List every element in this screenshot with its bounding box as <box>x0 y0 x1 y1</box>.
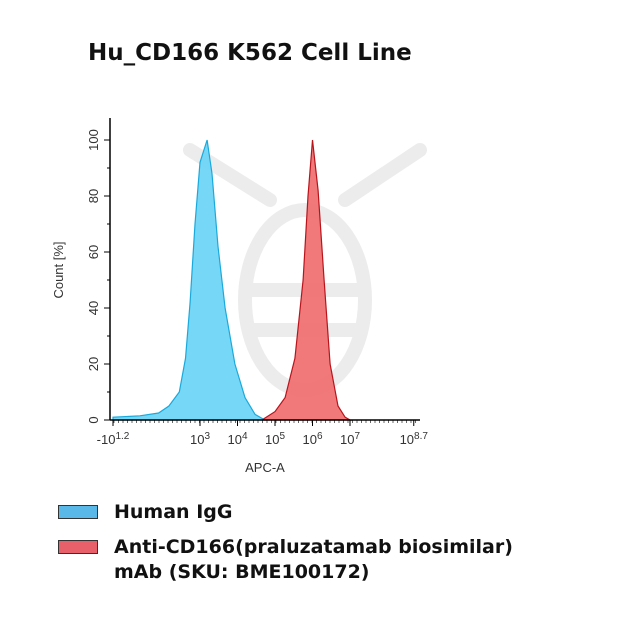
x-tick-label: 108.7 <box>400 431 429 447</box>
x-tick-exponent: 8.7 <box>414 431 428 442</box>
x-tick-label: -101.2 <box>97 431 130 447</box>
legend-item-anti-cd166: Anti-CD166(praluzatamab biosimilar) mAb … <box>58 535 513 585</box>
legend-label: Anti-CD166(praluzatamab biosimilar) <box>114 536 513 558</box>
x-tick-label: 107 <box>340 431 360 447</box>
chart-title: Hu_CD166 K562 Cell Line <box>88 40 412 66</box>
x-tick-label: 105 <box>265 431 285 447</box>
y-tick-label: 100 <box>86 129 101 151</box>
histogram-series-0 <box>112 139 268 421</box>
legend-label: Human IgG <box>114 501 233 523</box>
legend-swatch-red <box>58 540 98 554</box>
legend-item-human-igg: Human IgG <box>58 500 232 525</box>
x-axis-label: APC-A <box>245 460 285 475</box>
x-tick-exponent: 4 <box>242 431 248 442</box>
x-tick-label: 104 <box>227 431 247 447</box>
x-tick-exponent: 5 <box>279 431 285 442</box>
y-tick-label: 20 <box>86 357 101 371</box>
y-tick-label: 40 <box>86 301 101 315</box>
x-tick-exponent: 1.2 <box>115 431 129 442</box>
y-tick-label: 60 <box>86 245 101 259</box>
x-tick-exponent: 7 <box>354 431 360 442</box>
legend-swatch-blue <box>58 505 98 519</box>
x-tick-exponent: 3 <box>204 431 210 442</box>
x-tick-label: 103 <box>190 431 210 447</box>
y-tick-label: 0 <box>86 416 101 423</box>
histogram-series-1 <box>261 139 353 421</box>
y-axis-label: Count [%] <box>51 241 66 298</box>
y-tick-label: 80 <box>86 189 101 203</box>
x-tick-label: 106 <box>302 431 322 447</box>
legend-label-line2: mAb (SKU: BME100172) <box>114 561 370 583</box>
x-tick-exponent: 6 <box>317 431 323 442</box>
